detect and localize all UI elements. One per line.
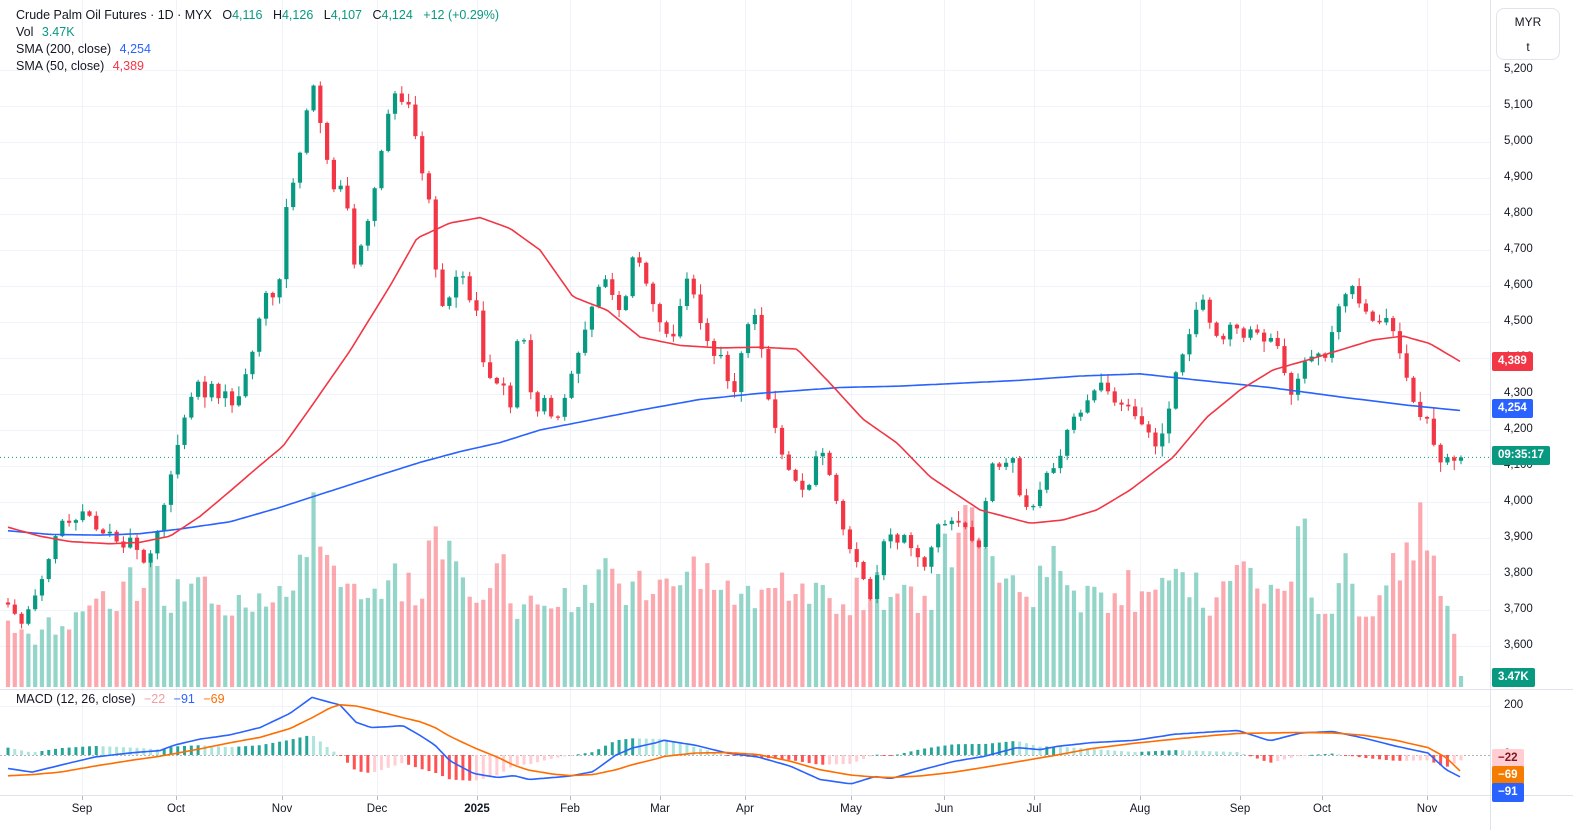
countdown-badge: 09:35:17 (1492, 446, 1551, 465)
price-tick: 4,000 (1504, 495, 1533, 507)
symbol-title[interactable]: Crude Palm Oil Futures · 1D · MYX (16, 8, 212, 22)
volume-label[interactable]: Vol (16, 25, 34, 39)
sma200-row: SMA (200, close) 4,254 (16, 41, 499, 58)
sma50-label[interactable]: SMA (50, close) (16, 59, 105, 73)
time-tick: Apr (736, 803, 754, 815)
sma50-row: SMA (50, close) 4,389 (16, 58, 499, 75)
time-tick: Oct (1313, 803, 1331, 815)
unit-button[interactable]: t (1526, 39, 1530, 54)
price-tick: 4,200 (1504, 423, 1533, 435)
macd-hist-value: −22 (143, 692, 166, 706)
time-tick: Sep (1229, 803, 1251, 815)
time-tick: 2025 (464, 803, 490, 815)
change-value: +12 (+0.29%) (423, 8, 500, 22)
time-tick: Nov (1416, 803, 1438, 815)
time-tick: Mar (650, 803, 670, 815)
time-tick: Jun (934, 803, 954, 815)
price-tick: 4,600 (1504, 279, 1533, 291)
macd-signal-line (7, 703, 1461, 779)
time-tick: Oct (167, 803, 185, 815)
macd-line (7, 696, 1461, 785)
price-tick: 3,900 (1504, 531, 1533, 543)
price-tick: 4,300 (1504, 387, 1533, 399)
sma200-value: 4,254 (119, 42, 151, 56)
close-label: C (372, 8, 382, 22)
time-tick: Jul (1026, 803, 1042, 815)
candles (5, 81, 1464, 629)
high-value: 4,126 (281, 8, 314, 22)
time-tick: Sep (71, 803, 93, 815)
sma200-line (7, 372, 1461, 536)
price-tick: 3,600 (1504, 639, 1533, 651)
price-tick: 4,900 (1504, 171, 1533, 183)
high-label: H (272, 8, 282, 22)
macd-signal-badge: −69 (1492, 766, 1524, 785)
sma50-value: 4,389 (112, 59, 144, 73)
currency-unit-box: MYR t (1496, 8, 1560, 60)
volume-bars (5, 492, 1464, 687)
symbol-row: Crude Palm Oil Futures · 1D · MYX O4,116… (16, 7, 499, 24)
time-tick: Nov (271, 803, 293, 815)
macd-pane (0, 696, 1490, 785)
volume-value: 3.47K (41, 25, 75, 39)
sma50-price-badge: 4,389 (1492, 352, 1533, 371)
low-label: L (323, 8, 331, 22)
time-tick: Aug (1129, 803, 1151, 815)
sma200-price-badge: 4,254 (1492, 399, 1533, 418)
price-tick: 3,800 (1504, 567, 1533, 579)
price-tick: 4,800 (1504, 207, 1533, 219)
price-tick: 5,100 (1504, 99, 1533, 111)
macd-legend: MACD (12, 26, close) −22 −91 −69 (16, 692, 230, 706)
time-tick: Feb (560, 803, 580, 815)
macd-tick: 200 (1504, 699, 1524, 711)
volume-badge: 3.47K (1492, 668, 1535, 687)
price-tick: 3,700 (1504, 603, 1533, 615)
chart-legend: Crude Palm Oil Futures · 1D · MYX O4,116… (16, 7, 499, 75)
price-tick: 5,000 (1504, 135, 1533, 147)
open-label: O (222, 8, 233, 22)
sma50-line (7, 216, 1461, 545)
price-tick: 4,500 (1504, 315, 1533, 327)
sma200-label[interactable]: SMA (200, close) (16, 42, 112, 56)
macd-label[interactable]: MACD (12, 26, close) (16, 692, 136, 706)
open-value: 4,116 (232, 8, 263, 22)
volume-row: Vol 3.47K (16, 24, 499, 41)
price-tick: 5,200 (1504, 63, 1533, 75)
macd-line-value: −91 (173, 692, 195, 706)
time-tick: May (840, 803, 862, 815)
currency-button[interactable]: MYR (1514, 14, 1542, 29)
low-value: 4,107 (330, 8, 362, 22)
macd-signal-value: −69 (203, 692, 225, 706)
macd-line-badge: −91 (1492, 783, 1524, 802)
price-tick: 4,700 (1504, 243, 1533, 255)
time-tick: Dec (366, 803, 388, 815)
close-value: 4,124 (381, 8, 413, 22)
macd-hist-badge: −22 (1492, 749, 1524, 768)
